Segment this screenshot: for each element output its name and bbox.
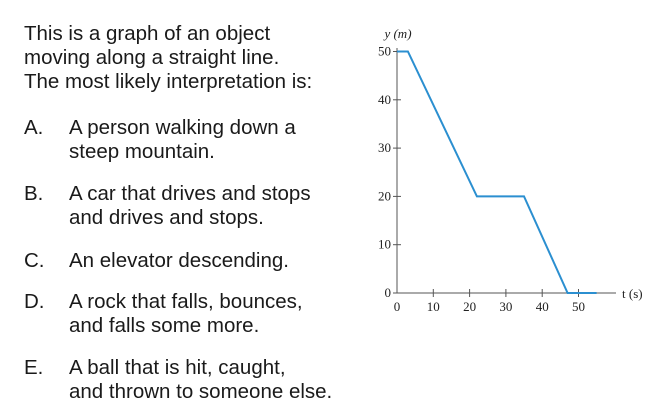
choice-text: A ball that is hit, caught, and thrown t… [69, 356, 359, 404]
y-tick-label: 20 [378, 188, 391, 203]
x-tick-label: 50 [572, 299, 585, 314]
choice-letter: B. [24, 182, 44, 205]
x-tick-label: 30 [499, 299, 512, 314]
y-tick-label: 30 [378, 140, 391, 155]
x-tick-label: 40 [536, 299, 549, 314]
choice-letter: A. [24, 116, 44, 139]
x-tick-label: 20 [463, 299, 476, 314]
y-tick-label: 40 [378, 92, 391, 107]
choice-line: A person walking down a [69, 116, 296, 139]
choice-text: A person walking down a steep mountain. [69, 116, 359, 164]
choice-line: A rock that falls, bounces, [69, 290, 303, 313]
x-tick-label: 0 [394, 299, 401, 314]
choice-text: A car that drives and stops and drives a… [69, 182, 359, 230]
y-axis-label: y (m) [382, 26, 411, 41]
choice-line: and thrown to someone else. [69, 380, 333, 403]
choice-text: An elevator descending. [69, 249, 359, 273]
x-tick-label: 10 [427, 299, 440, 314]
choice-letter: D. [24, 290, 45, 313]
y-tick-label: 10 [378, 237, 391, 252]
question-prompt: This is a graph of an object moving alon… [24, 22, 364, 94]
question: This is a graph of an object moving alon… [24, 22, 364, 403]
prompt-line: The most likely interpretation is: [24, 70, 313, 93]
choice-line: and falls some more. [69, 314, 260, 337]
choice-line: An elevator descending. [69, 249, 289, 272]
choice-line: and drives and stops. [69, 206, 264, 229]
choice-line: A car that drives and stops [69, 182, 311, 205]
choice-line: A ball that is hit, caught, [69, 356, 286, 379]
chart-axes [396, 48, 616, 294]
x-axis-label: t (s) [622, 286, 643, 301]
chart-ticks: 0 10 20 30 40 50 0 10 20 30 40 50 [378, 44, 585, 315]
y-tick-label: 50 [378, 44, 391, 59]
choice-text: A rock that falls, bounces, and falls so… [69, 290, 359, 338]
prompt-line: moving along a straight line. [24, 46, 280, 69]
y-tick-label: 0 [385, 285, 392, 300]
prompt-line: This is a graph of an object [24, 22, 271, 45]
series-line [397, 50, 597, 294]
chart-series [397, 50, 597, 294]
choice-letter: E. [24, 356, 44, 379]
choice-letter: C. [24, 249, 45, 272]
choice-line: steep mountain. [69, 140, 215, 163]
